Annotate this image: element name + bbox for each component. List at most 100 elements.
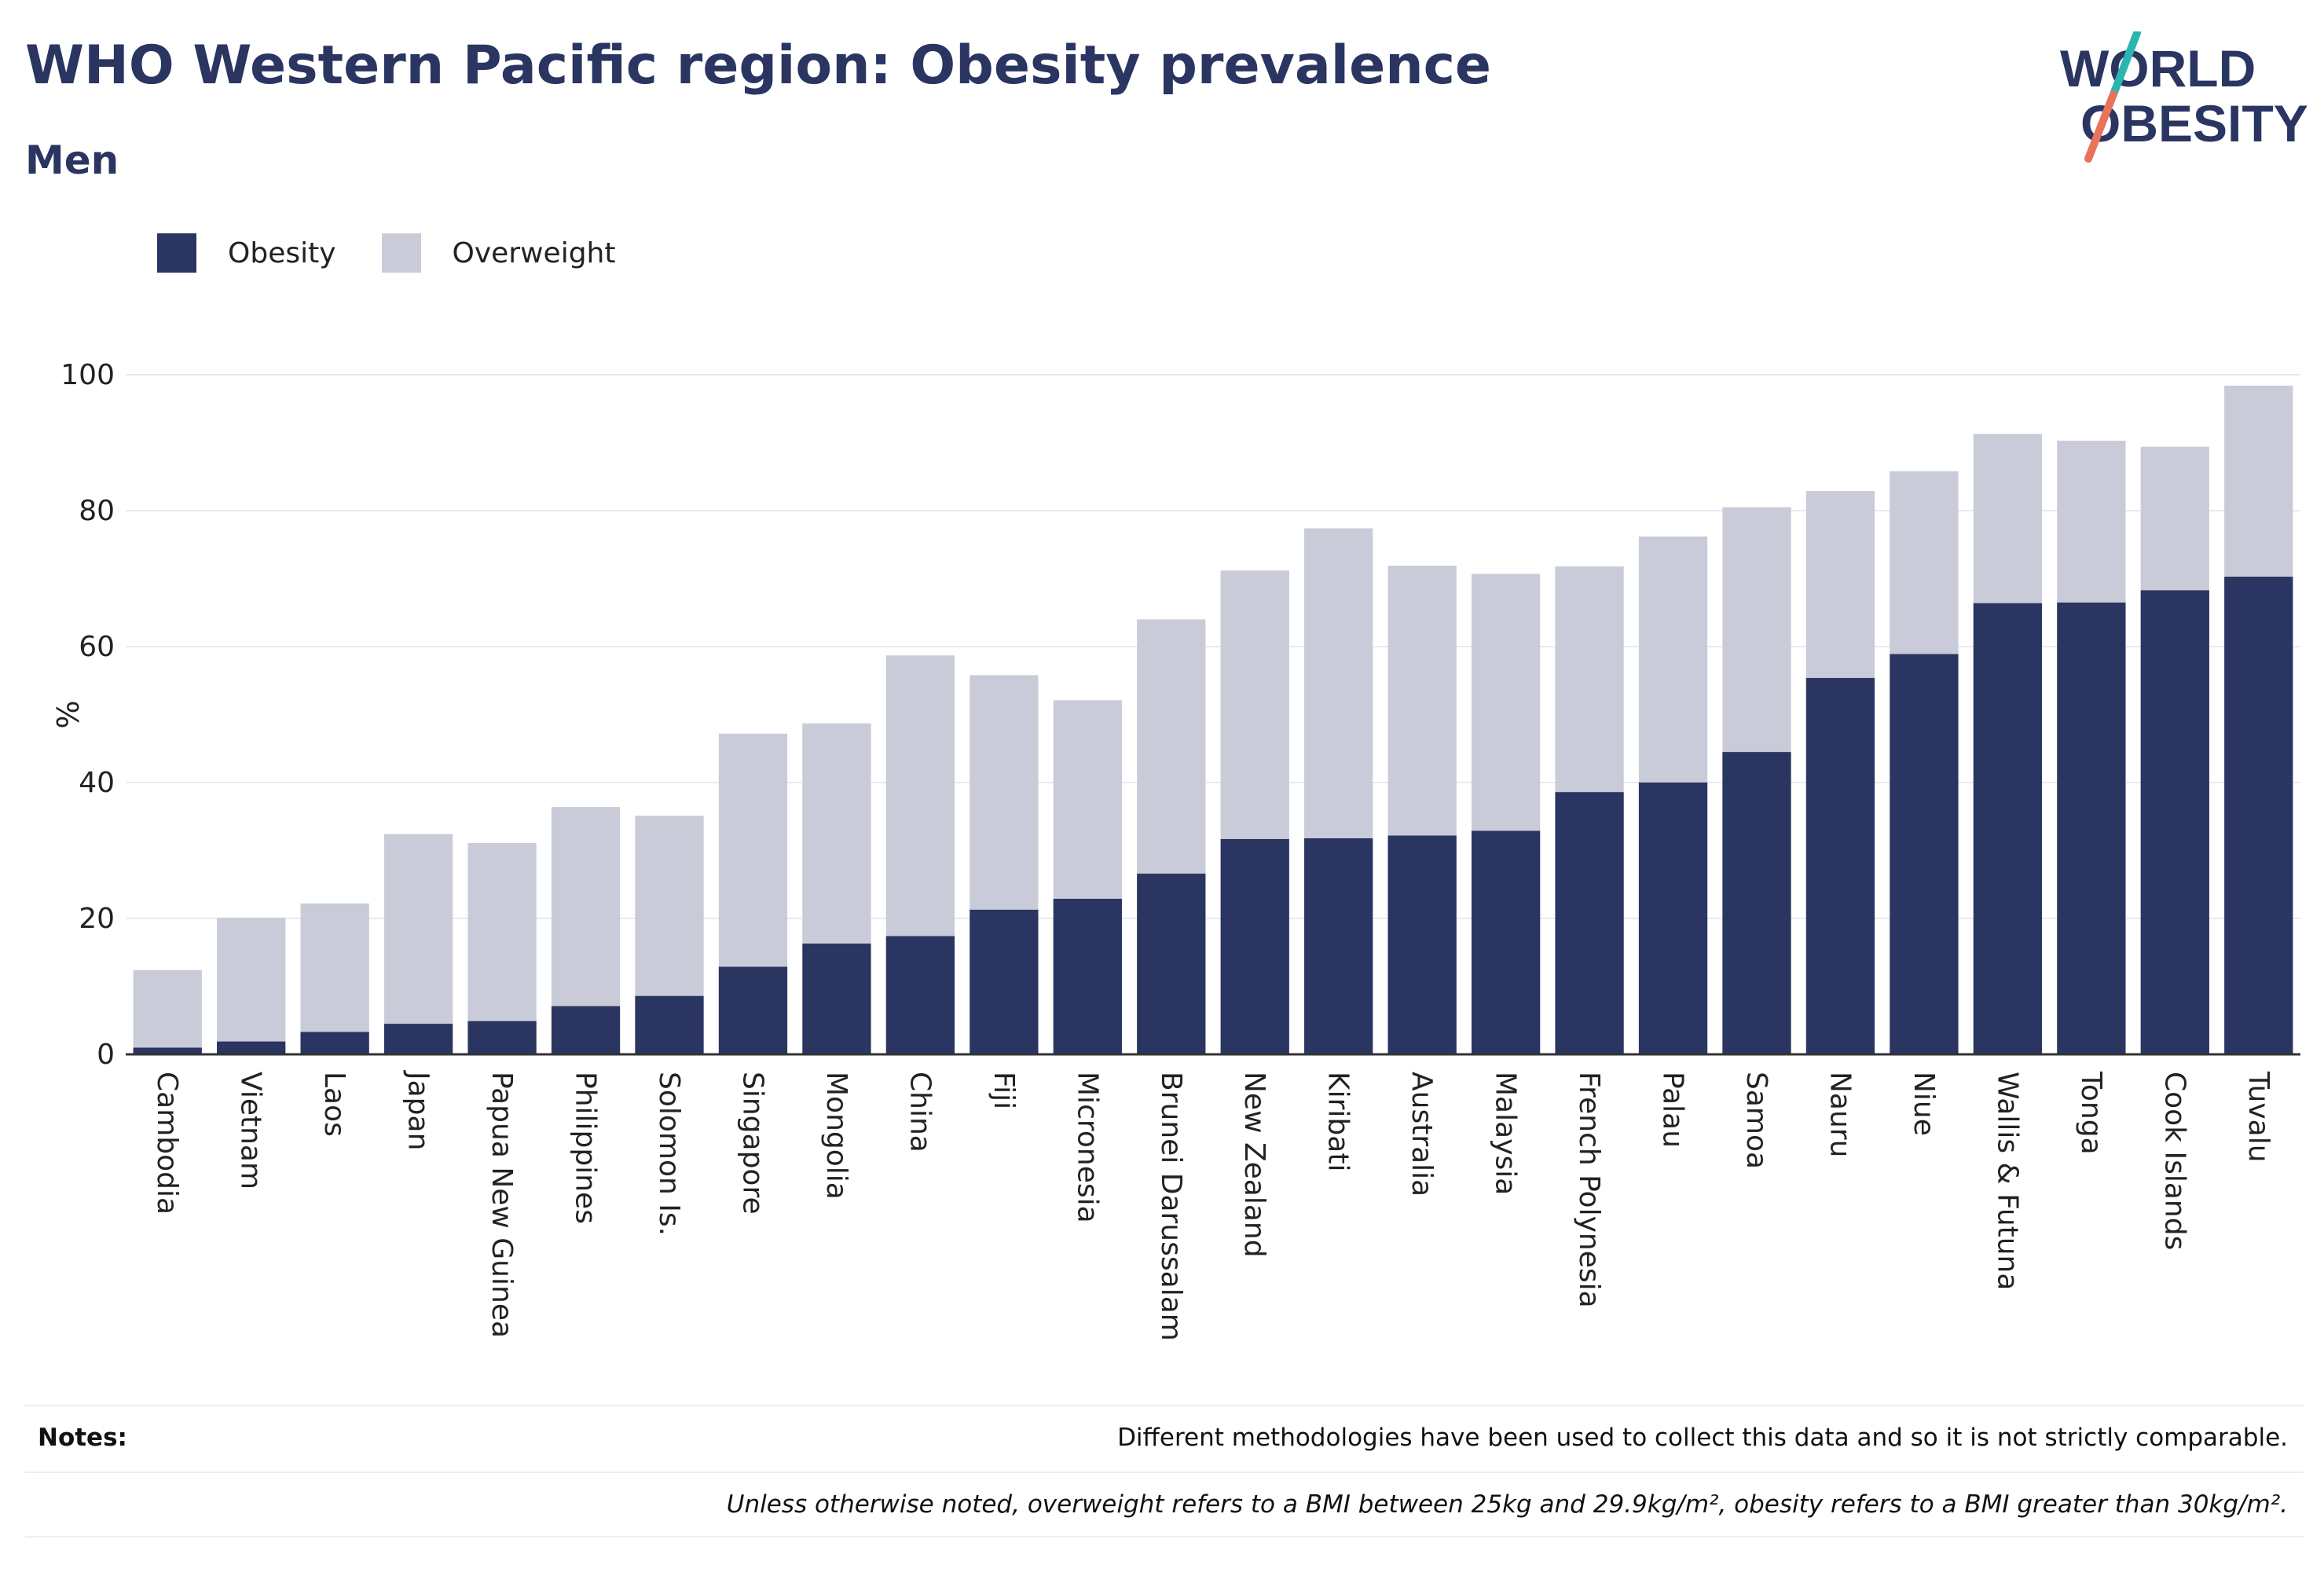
world-obesity-logo: WORLD OBESITY: [2060, 31, 2308, 163]
bar-obesity: [1304, 837, 1373, 1054]
bar-overweight: [383, 834, 453, 1024]
bar-obesity: [217, 1041, 286, 1054]
bar-obesity: [133, 1047, 202, 1054]
bar-overweight: [2057, 440, 2126, 603]
bar-obesity: [1053, 898, 1122, 1054]
bar-overweight: [1387, 566, 1457, 836]
bar-obesity: [1555, 792, 1624, 1054]
x-tick-label: Wallis & Futuna: [1991, 1072, 2023, 1290]
logo-line2: OBESITY: [2080, 94, 2308, 152]
bar-overweight: [970, 675, 1039, 910]
bar-obesity: [383, 1024, 453, 1054]
x-tick-label: Philippines: [570, 1072, 602, 1224]
y-tick-label: 100: [60, 359, 115, 391]
x-tick-label: Singapore: [736, 1072, 768, 1215]
y-tick-label: 40: [79, 767, 115, 799]
y-tick-label: 80: [79, 495, 115, 527]
bar-overweight: [2140, 446, 2209, 591]
bar-overweight: [718, 733, 788, 967]
bar-obesity: [1220, 838, 1289, 1054]
y-tick-label: 20: [79, 903, 115, 935]
bar-obesity: [551, 1006, 621, 1054]
x-tick-label: Samoa: [1740, 1072, 1772, 1169]
bar-overweight: [1220, 570, 1289, 839]
x-tick-label: Brunei Darussalam: [1155, 1072, 1187, 1341]
bar-obesity: [635, 995, 704, 1054]
bar-overweight: [1722, 507, 1791, 753]
x-tick-label: Laos: [318, 1072, 350, 1137]
stacked-bar-chart: 0 20 40 60 80 100% Cambodia Vietnam Laos Japan Pap…: [49, 359, 2300, 1341]
x-tick-label: Tonga: [2075, 1071, 2107, 1155]
bar-obesity: [970, 909, 1039, 1054]
x-tick-label: French Polynesia: [1573, 1072, 1605, 1308]
bar-overweight: [1638, 536, 1708, 783]
bar-obesity: [467, 1021, 537, 1054]
y-axis-label: %: [49, 700, 84, 728]
bar-overweight: [1137, 619, 1206, 874]
legend-label-overweight: Overweight: [452, 236, 616, 269]
x-tick-label: Nauru: [1824, 1072, 1856, 1157]
x-tick-label: Australia: [1406, 1072, 1438, 1197]
x-tick-label: Papua New Guinea: [486, 1072, 518, 1338]
bar-overweight: [1053, 700, 1122, 899]
logo-slash-coral: [2084, 90, 2117, 163]
x-tick-label: Cambodia: [151, 1072, 183, 1215]
notes-label: Notes:: [38, 1424, 127, 1452]
bar-obesity: [300, 1032, 369, 1054]
notes-divider-bottom: [25, 1536, 2304, 1538]
x-tick-label: Tuvalu: [2242, 1071, 2275, 1163]
bar-overweight: [133, 969, 202, 1048]
legend-item-overweight[interactable]: Overweight: [381, 233, 616, 273]
x-tick-label: New Zealand: [1238, 1072, 1270, 1258]
bar-obesity: [885, 936, 955, 1054]
x-tick-label: Japan: [402, 1070, 434, 1150]
x-tick-label: Kiribati: [1322, 1072, 1354, 1171]
notes-text: Different methodologies have been used t…: [1117, 1424, 2288, 1452]
bar-obesity: [802, 944, 871, 1054]
chart-subtitle: Men: [25, 137, 119, 183]
notes-definition: Unless otherwise noted, overweight refer…: [726, 1490, 2288, 1519]
x-tick-label: Solomon Is.: [653, 1072, 685, 1236]
bar-obesity: [2224, 576, 2293, 1054]
bar-obesity: [1638, 783, 1708, 1054]
legend-item-obesity[interactable]: Obesity: [157, 233, 336, 273]
bar-obesity: [1387, 835, 1457, 1054]
bar-overweight: [2224, 385, 2293, 577]
chart-title: WHO Western Pacific region: Obesity prev…: [25, 35, 1492, 97]
bar-overweight: [1805, 490, 1875, 678]
x-tick-label: Vietnam: [235, 1072, 267, 1189]
legend-label-obesity: Obesity: [228, 236, 336, 269]
y-tick-label: 0: [97, 1039, 115, 1071]
x-tick-label: Malaysia: [1490, 1072, 1522, 1195]
x-tick-label: Mongolia: [820, 1072, 852, 1200]
legend-swatch-overweight: [381, 233, 421, 273]
bar-overweight: [1973, 434, 2043, 603]
bar-obesity: [1805, 677, 1875, 1054]
bar-obesity: [718, 966, 788, 1054]
x-tick-label: Micronesia: [1071, 1072, 1103, 1223]
bar-obesity: [2057, 602, 2126, 1054]
bar-overweight: [885, 655, 955, 936]
x-tick-label: China: [904, 1072, 936, 1153]
x-tick-label: Palau: [1657, 1072, 1689, 1148]
bar-overweight: [802, 723, 871, 944]
bar-obesity: [1973, 603, 2043, 1054]
bar-overweight: [467, 842, 537, 1021]
notes-divider-middle: [25, 1472, 2304, 1473]
bar-obesity: [1890, 654, 1959, 1054]
bar-overweight: [551, 807, 621, 1006]
y-tick-label: 60: [79, 631, 115, 663]
x-tick-label: Niue: [1908, 1072, 1940, 1136]
logo-slash-teal: [2110, 31, 2141, 98]
x-tick-label: Cook Islands: [2158, 1072, 2190, 1250]
bar-overweight: [1890, 471, 1959, 654]
legend: Obesity Overweight: [157, 233, 661, 273]
bar-obesity: [1137, 873, 1206, 1054]
bar-obesity: [2140, 590, 2209, 1054]
bar-overweight: [300, 903, 369, 1032]
bar-obesity: [1471, 830, 1541, 1054]
x-tick-label: Fiji: [988, 1072, 1020, 1109]
bar-overweight: [1304, 528, 1373, 838]
legend-swatch-obesity: [157, 233, 196, 273]
bar-overweight: [1471, 574, 1541, 831]
